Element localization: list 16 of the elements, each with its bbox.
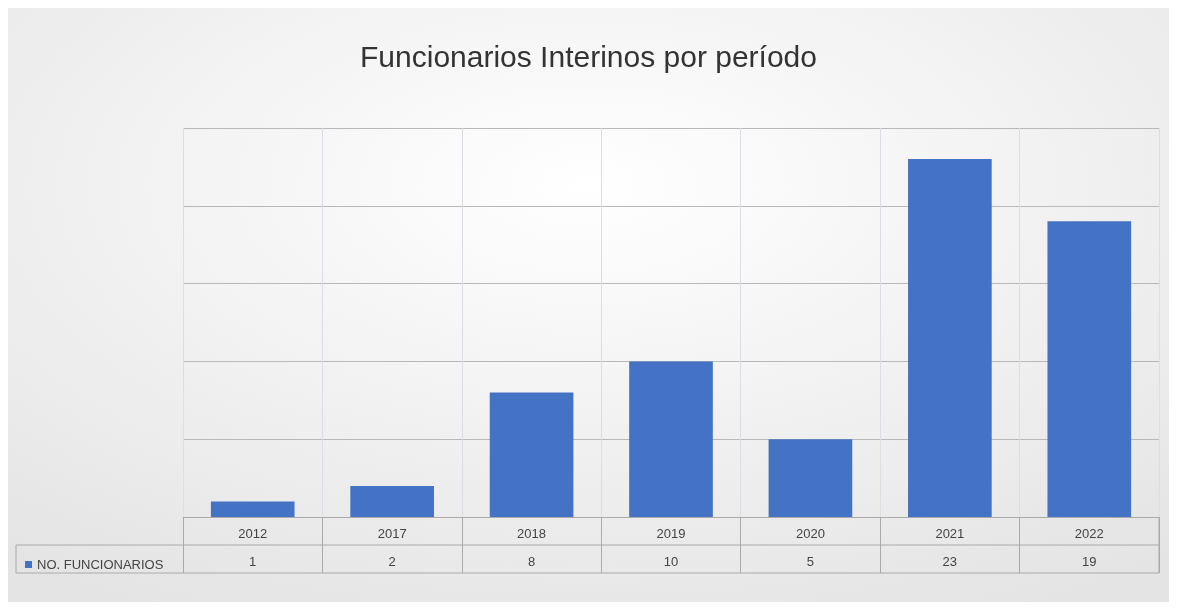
data-label: 2 <box>388 554 396 569</box>
x-tick-label: 2019 <box>656 526 686 541</box>
data-label: 23 <box>942 554 958 569</box>
data-label: 5 <box>806 554 815 569</box>
legend-label: NO. FUNCIONARIOS <box>37 557 164 572</box>
data-label: 1 <box>249 554 257 569</box>
x-tick-label: 2017 <box>377 526 407 541</box>
data-label: 10 <box>663 554 679 569</box>
x-tick-label: 2021 <box>935 526 965 541</box>
x-tick-label: 2012 <box>238 526 268 541</box>
chart-title: Funcionarios Interinos por período <box>360 39 817 73</box>
data-label: 19 <box>1082 554 1097 569</box>
data-label: 8 <box>527 554 536 569</box>
x-tick-label: 2018 <box>517 526 547 541</box>
x-tick-label: 2020 <box>795 526 825 541</box>
x-tick-label: 2022 <box>1074 526 1104 541</box>
